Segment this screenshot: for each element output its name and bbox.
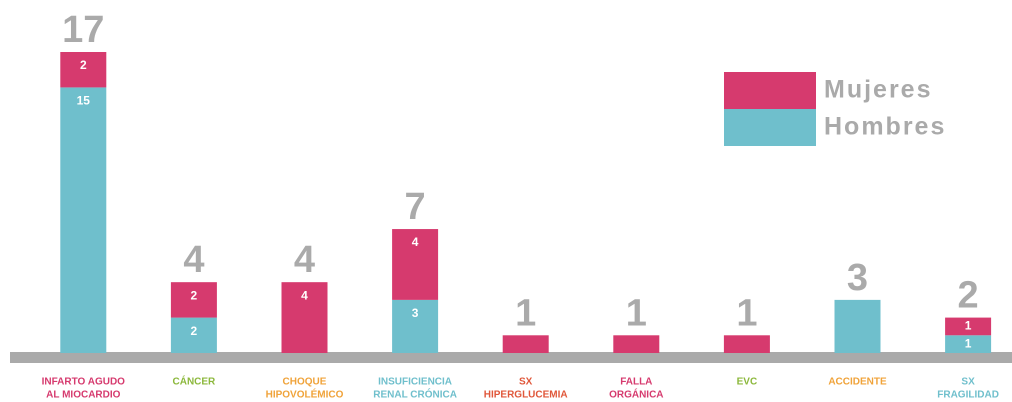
axis-base [10,352,1012,363]
bar-segment [945,335,992,353]
legend-label: Hombres [824,113,946,141]
bar-segment [502,335,549,353]
bar-segment [60,52,107,88]
legend-label: Mujeres [824,76,932,104]
x-tick-label: ACCIDENTE [828,377,887,388]
total-label: 7 [405,186,426,228]
x-tick-label: RENAL CRÓNICA [373,388,457,401]
x-tick-label: INFARTO AGUDO [42,377,126,388]
x-tick-label: HIPERGLUCEMIA [484,390,568,401]
x-tick-label: FALLA [620,377,652,388]
total-label: 2 [958,275,979,317]
x-tick-label: AL MIOCARDIO [46,390,120,401]
total-label: 17 [62,9,104,51]
x-tick-label: CHOQUE [283,377,327,388]
total-label: 1 [626,292,647,334]
x-tick-label: ORGÁNICA [609,388,663,401]
value-label: 4 [412,235,419,249]
value-label: 3 [412,306,419,320]
x-tick-label: CÁNCER [173,375,217,388]
bar-segment [613,335,660,353]
x-tick-label: FRAGILIDAD [937,390,999,401]
value-label: 4 [301,288,308,302]
x-tick-label: SX [519,377,533,388]
total-label: 1 [515,292,536,334]
total-label: 1 [736,292,757,334]
x-tick-label: HIPOVOLÉMICO [266,388,344,401]
bar-segment [392,299,439,353]
bar-segment [834,299,881,353]
total-label: 3 [847,257,868,299]
value-label: 2 [191,288,198,302]
value-label: 1 [965,319,972,333]
legend-swatch [724,72,816,109]
total-label: 4 [294,239,315,281]
bar-segment [60,87,107,353]
value-label: 15 [77,94,91,108]
x-tick-label: INSUFICIENCIA [378,377,452,388]
bar-segment [392,229,439,300]
total-label: 4 [183,239,204,281]
value-label: 1 [965,336,972,350]
x-tick-label: SX [961,377,975,388]
bar-segment [945,317,992,336]
bar-segment [170,282,217,318]
value-label: 2 [80,58,87,72]
bar-segment [723,335,770,353]
value-label: 2 [191,324,198,338]
legend-swatch [724,109,816,146]
x-tick-label: EVC [737,377,758,388]
bar-segment [281,282,328,353]
bar-segment [170,317,217,353]
